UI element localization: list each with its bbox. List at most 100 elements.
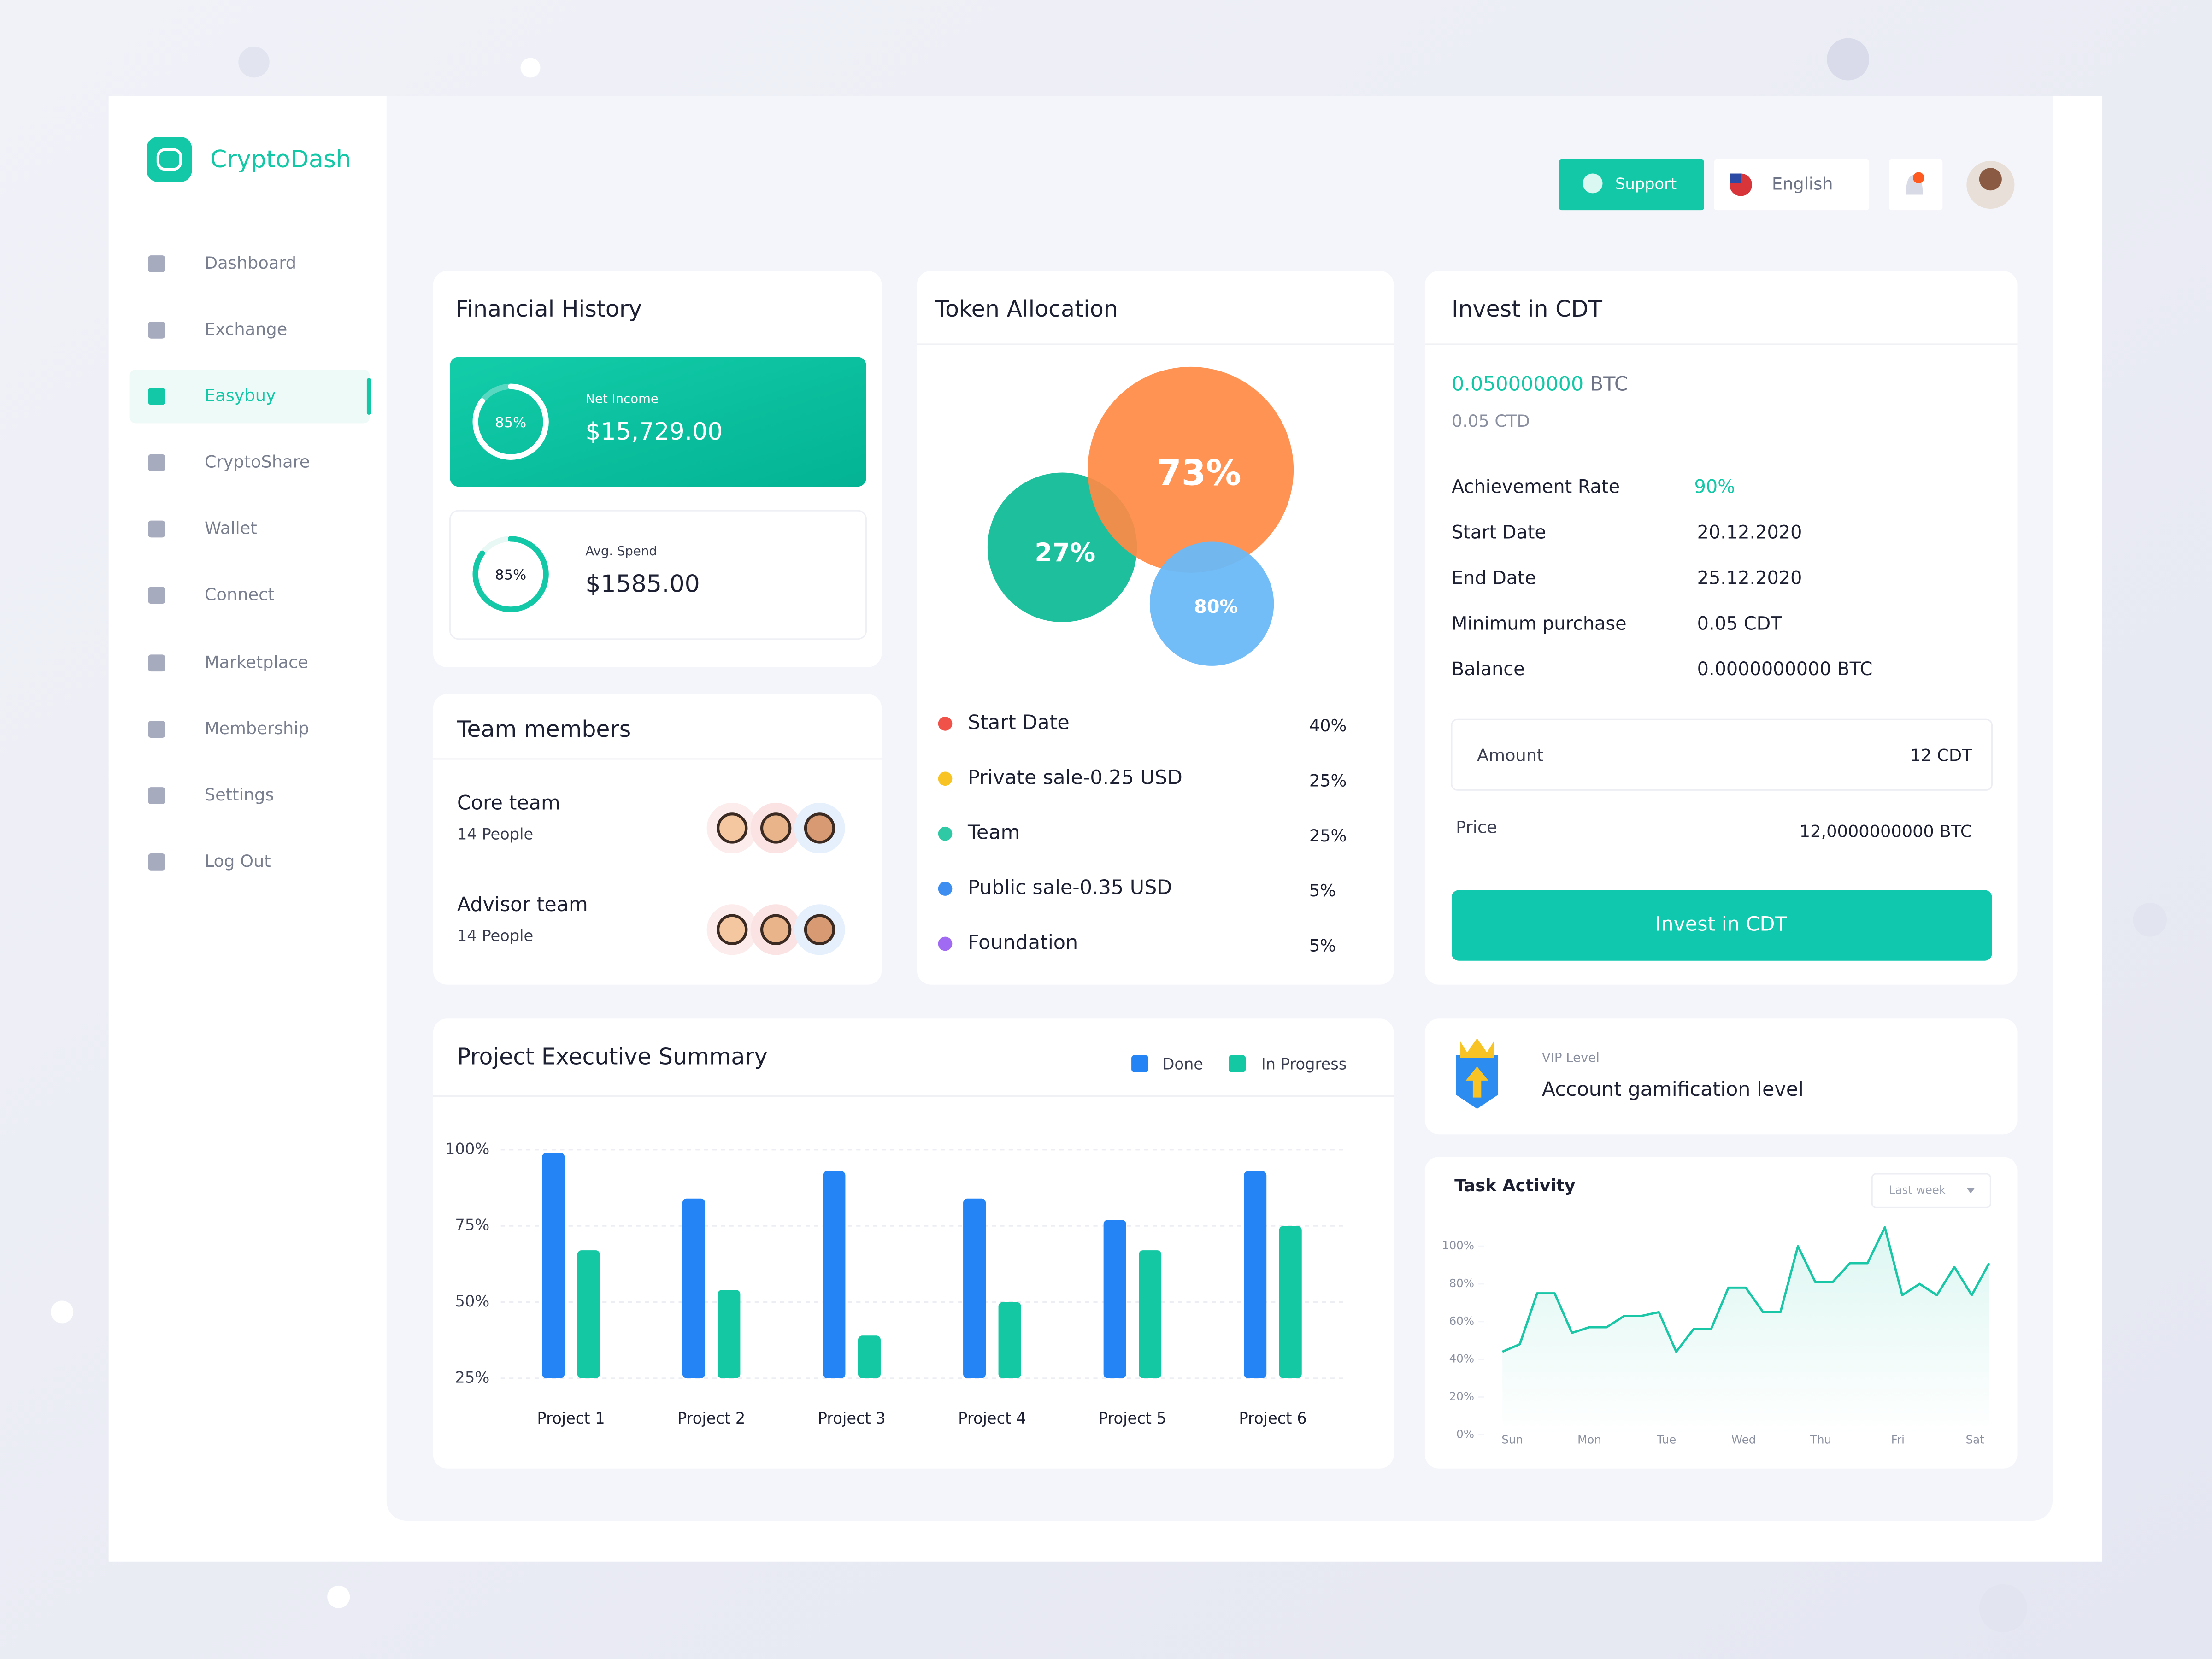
price-value: 12,0000000000 BTC bbox=[1800, 822, 1972, 841]
nav-item[interactable]: Connect bbox=[205, 584, 275, 604]
detail-value: 0.0000000000 BTC bbox=[1697, 659, 1873, 680]
detail-label: Minimum purchase bbox=[1452, 613, 1627, 634]
team-name: Core team bbox=[457, 791, 560, 814]
logo bbox=[147, 136, 192, 182]
nav: Dashboard Exchange Easybuy CryptoShare Walle… bbox=[148, 253, 310, 871]
legend-name: Foundation bbox=[968, 931, 1078, 954]
y-tick-label: 80% bbox=[1449, 1277, 1474, 1290]
nav-icon bbox=[148, 255, 165, 272]
ring-label: 85% bbox=[495, 415, 526, 431]
legend-swatch bbox=[1229, 1055, 1246, 1072]
card-title: Project Executive Summary bbox=[457, 1043, 768, 1070]
y-tick-label: 100% bbox=[1442, 1239, 1474, 1252]
bar bbox=[998, 1302, 1021, 1378]
vip-card bbox=[1424, 1018, 2018, 1135]
member-avatar bbox=[804, 812, 835, 844]
support-button[interactable] bbox=[1559, 159, 1704, 211]
vip-arrow bbox=[1465, 1066, 1488, 1098]
detail-label: Balance bbox=[1452, 659, 1525, 680]
nav-active-bar bbox=[366, 378, 371, 415]
bar bbox=[823, 1171, 846, 1378]
bubble-label: 80% bbox=[1194, 596, 1238, 618]
bar bbox=[1279, 1226, 1302, 1378]
nav-item[interactable]: Marketplace bbox=[205, 652, 308, 672]
x-tick-label: Thu bbox=[1810, 1433, 1831, 1447]
invest-card bbox=[1424, 271, 2018, 985]
amount-box[interactable] bbox=[1451, 718, 1993, 791]
x-tick-label: Project 1 bbox=[537, 1409, 605, 1427]
legend-name: Public sale-0.35 USD bbox=[968, 876, 1172, 899]
nav-item[interactable]: CryptoShare bbox=[205, 452, 310, 472]
x-tick-label: Project 4 bbox=[958, 1409, 1026, 1427]
bar bbox=[682, 1198, 705, 1378]
decor bbox=[238, 47, 270, 78]
bar bbox=[718, 1290, 741, 1378]
decor bbox=[1979, 1584, 2027, 1632]
nav-icon bbox=[148, 454, 165, 471]
x-tick-label: Project 6 bbox=[1239, 1409, 1306, 1427]
support-label: Support bbox=[1615, 175, 1677, 193]
decor bbox=[327, 1585, 350, 1608]
nav-icon bbox=[148, 587, 165, 604]
legend-share: 40% bbox=[1309, 716, 1347, 735]
price-label: Price bbox=[1456, 817, 1497, 837]
nav-icon bbox=[148, 721, 165, 738]
y-tick-label: 60% bbox=[1449, 1314, 1474, 1328]
card-title: Task Activity bbox=[1454, 1176, 1576, 1195]
legend-dot bbox=[938, 717, 953, 731]
nav-icon bbox=[148, 853, 165, 871]
support-icon bbox=[1583, 173, 1603, 194]
nav-item[interactable]: Easybuy bbox=[205, 386, 276, 406]
period-caret bbox=[1966, 1188, 1975, 1194]
y-tick-label: 50% bbox=[455, 1292, 489, 1310]
member-avatar bbox=[717, 914, 748, 946]
nav-item[interactable]: Dashboard bbox=[205, 253, 296, 273]
ctd-amount: 0.05 CTD bbox=[1452, 411, 1530, 431]
nav-icon bbox=[148, 520, 165, 538]
vip-crown bbox=[1460, 1038, 1494, 1058]
detail-label: Start Date bbox=[1452, 522, 1546, 543]
team-name: Advisor team bbox=[457, 893, 588, 916]
nav-item[interactable]: Log Out bbox=[205, 851, 271, 871]
panel-amount: $15,729.00 bbox=[585, 418, 723, 446]
legend-dot bbox=[938, 936, 953, 951]
amount-value: 12 CDT bbox=[1910, 745, 1972, 765]
bar bbox=[577, 1250, 600, 1378]
language-button[interactable] bbox=[1714, 159, 1870, 211]
x-tick-label: Mon bbox=[1577, 1433, 1601, 1447]
nav-icon bbox=[148, 654, 165, 672]
legend-name: Team bbox=[967, 821, 1020, 844]
y-tick-label: 25% bbox=[455, 1368, 489, 1386]
x-tick-label: Wed bbox=[1731, 1433, 1756, 1447]
legend-label: In Progress bbox=[1261, 1055, 1347, 1073]
team-count: 14 People bbox=[457, 927, 533, 945]
vip-title: Account gamification level bbox=[1542, 1078, 1804, 1101]
card-title: Team members bbox=[457, 716, 631, 742]
x-tick-label: Fri bbox=[1891, 1433, 1905, 1447]
legend-dot bbox=[938, 882, 953, 896]
period-select[interactable] bbox=[1871, 1173, 1991, 1208]
bubble bbox=[1149, 541, 1274, 666]
amount-label: Amount bbox=[1477, 745, 1543, 765]
avatar-face bbox=[1979, 168, 2002, 191]
invest-button[interactable] bbox=[1452, 890, 1992, 961]
legend-label: Done bbox=[1162, 1055, 1203, 1073]
detail-value: 25.12.2020 bbox=[1697, 567, 1802, 588]
nav-item[interactable]: Settings bbox=[205, 785, 274, 805]
y-tick-label: 40% bbox=[1449, 1352, 1474, 1365]
y-tick-label: 100% bbox=[445, 1140, 489, 1158]
line-area bbox=[1502, 1227, 1989, 1435]
legend-dot bbox=[938, 771, 953, 786]
nav-item[interactable]: Exchange bbox=[205, 319, 287, 339]
nav-icon bbox=[148, 787, 165, 804]
detail-value: 90% bbox=[1694, 477, 1735, 498]
flag-canton bbox=[1730, 173, 1741, 183]
bar bbox=[1103, 1219, 1126, 1378]
nav-item[interactable]: Membership bbox=[205, 718, 309, 738]
card-title: Token Allocation bbox=[935, 296, 1118, 322]
nav-active-bg bbox=[129, 370, 370, 424]
nav-item[interactable]: Wallet bbox=[205, 518, 257, 538]
decor bbox=[51, 1300, 74, 1324]
